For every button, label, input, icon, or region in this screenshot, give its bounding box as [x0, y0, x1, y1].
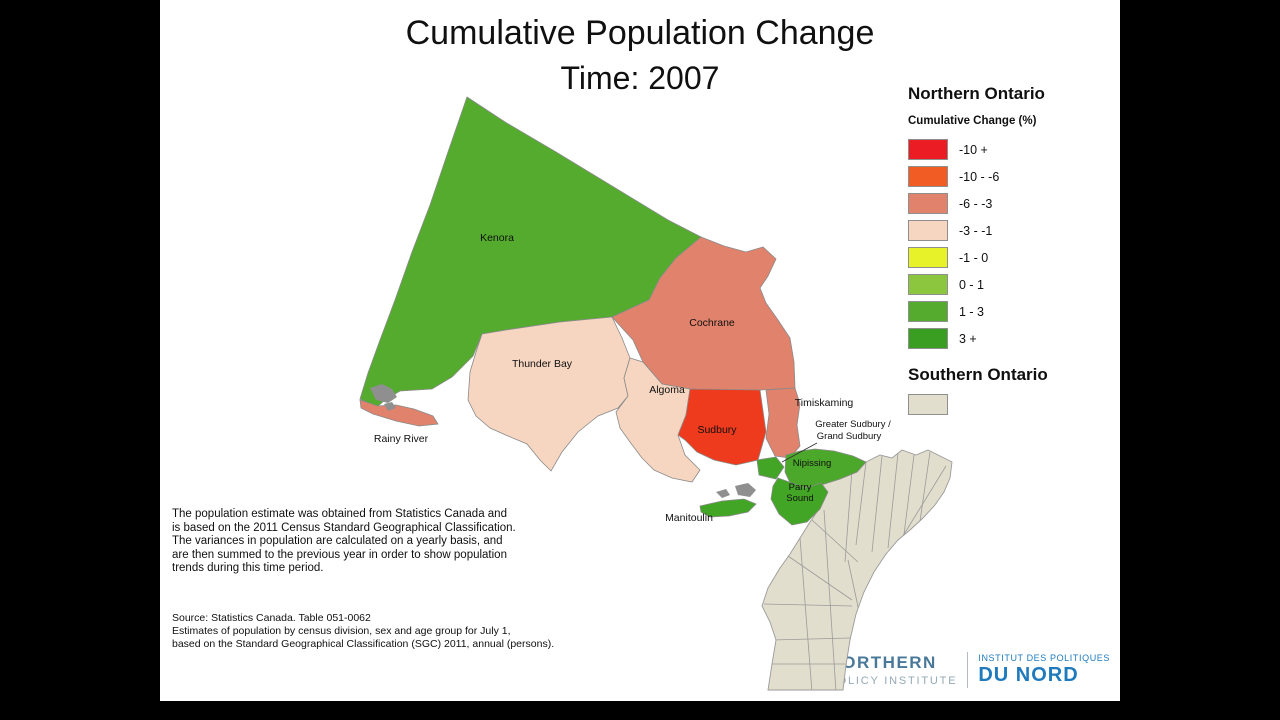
legend-northern-title: Northern Ontario — [908, 84, 1045, 103]
region-parry-sound — [770, 477, 829, 526]
methodology-note: The population estimate was obtained fro… — [172, 508, 516, 574]
legend-row: -6 - -3 — [908, 190, 1118, 217]
northern-policy-institute-logo: NORTHERN POLICY INSTITUTE INSTITUT DES P… — [829, 652, 1111, 688]
region-thunder-bay — [467, 316, 631, 472]
logo-policy-institute-text: POLICY INSTITUTE — [828, 675, 958, 687]
label-kenora: Kenora — [480, 232, 514, 244]
legend-rows: -10 + -10 - -6 -6 - -3 -3 - -1 -1 - 0 0 … — [908, 136, 1118, 352]
label-nipissing: Nipissing — [793, 458, 832, 469]
label-rainy-river: Rainy River — [374, 433, 429, 445]
region-greater-sudbury — [756, 456, 785, 480]
legend-southern-title: Southern Ontario — [908, 365, 1048, 384]
label-algoma: Algoma — [649, 384, 685, 396]
legend-row: -3 - -1 — [908, 217, 1118, 244]
label-parry-sound-line2: Sound — [786, 493, 813, 504]
legend-row-label: 3 + — [959, 331, 977, 346]
legend-row-label: -6 - -3 — [959, 196, 993, 211]
legend-subtitle: Cumulative Change (%) — [908, 115, 1037, 127]
legend-row: -1 - 0 — [908, 244, 1118, 271]
logo-northern-text: NORTHERN — [828, 653, 937, 672]
page-title: Cumulative Population Change — [405, 14, 875, 52]
logo-divider — [967, 652, 969, 688]
legend-row-label: -10 - -6 — [959, 169, 1000, 184]
region-manitoulin — [699, 498, 757, 518]
label-manitoulin: Manitoulin — [665, 512, 713, 524]
label-sudbury: Sudbury — [697, 424, 737, 436]
legend-swatch — [908, 139, 948, 160]
legend-swatch — [908, 220, 948, 241]
legend-row: -10 - -6 — [908, 163, 1118, 190]
slide-title: Cumulative Population Change Time: 2007 — [160, 14, 1120, 97]
label-timiskaming: Timiskaming — [795, 397, 854, 409]
region-sudbury-district — [677, 388, 767, 466]
north-channel-islands-detail — [716, 489, 730, 498]
legend-row-label: -1 - 0 — [959, 250, 989, 265]
legend-row: 1 - 3 — [908, 298, 1118, 325]
label-greater-sudbury-line1: Greater Sudbury / — [815, 419, 891, 430]
legend-southern-swatch — [908, 394, 948, 415]
label-greater-sudbury-line2: Grand Sudbury — [817, 431, 882, 442]
region-timiskaming — [765, 387, 801, 459]
logo-french-block: INSTITUT DES POLITIQUES DU NORD — [978, 653, 1110, 687]
legend-swatch — [908, 247, 948, 268]
legend-row: 0 - 1 — [908, 271, 1118, 298]
region-kenora — [359, 96, 702, 408]
legend-swatch — [908, 166, 948, 187]
label-parry-sound-line1: Parry — [789, 482, 812, 493]
georgian-bay-islands-detail — [735, 483, 756, 497]
region-rainy-river — [359, 399, 439, 427]
label-thunder-bay: Thunder Bay — [512, 358, 573, 370]
legend-swatch — [908, 193, 948, 214]
page-subtitle-year: Time: 2007 — [560, 60, 720, 96]
logo-du-nord-text: DU NORD — [978, 664, 1079, 686]
logo-english-block: NORTHERN POLICY INSTITUTE — [829, 653, 958, 687]
source-citation: Source: Statistics Canada. Table 051-006… — [172, 612, 555, 650]
region-algoma — [615, 357, 701, 483]
greater-sudbury-leader-line — [781, 442, 818, 463]
legend-swatch — [908, 328, 948, 349]
legend-row-label: 1 - 3 — [959, 304, 985, 319]
legend-row-label: -10 + — [959, 142, 988, 157]
legend-row-label: 0 - 1 — [959, 277, 985, 292]
logo-institut-text: INSTITUT DES POLITIQUES — [978, 653, 1110, 663]
legend-swatch — [908, 301, 948, 322]
label-cochrane: Cochrane — [689, 317, 735, 329]
legend-row: -10 + — [908, 136, 1118, 163]
lake-of-the-woods-detail-small — [384, 402, 396, 411]
legend-row-label: -3 - -1 — [959, 223, 993, 238]
legend-swatch — [908, 274, 948, 295]
map-legend: Northern Ontario Cumulative Change (%) -… — [908, 84, 1118, 415]
slide-background: Cumulative Population Change Time: 2007 … — [160, 0, 1120, 701]
legend-row: 3 + — [908, 325, 1118, 352]
lake-of-the-woods-detail — [370, 384, 397, 403]
